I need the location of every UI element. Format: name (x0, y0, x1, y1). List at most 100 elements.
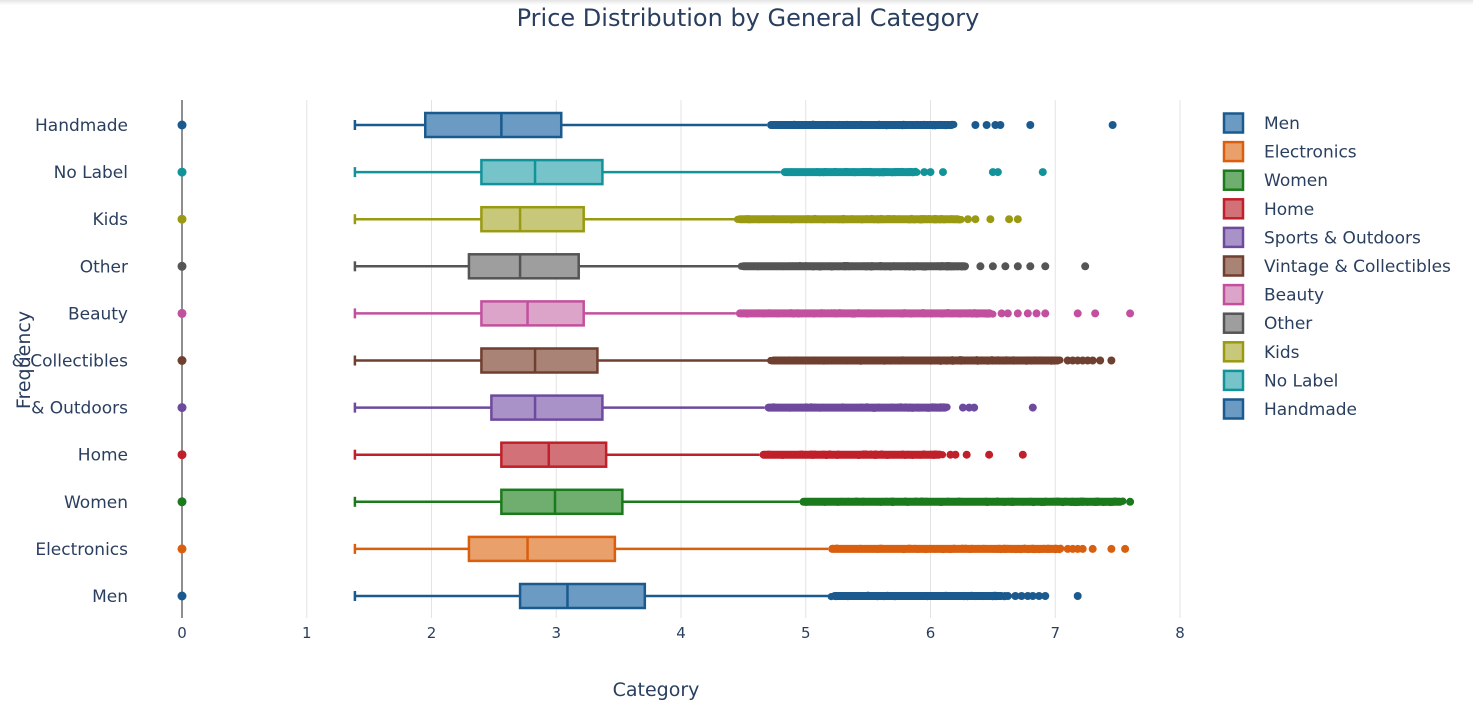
box-traces (177, 111, 1135, 610)
outlier-point (755, 216, 763, 224)
legend[interactable]: Men Electronics Women Home Sports & Outdoors… (1222, 112, 1451, 421)
outlier-point (813, 168, 822, 176)
legend-item[interactable]: Handmade (1222, 398, 1357, 421)
outlier-point (983, 310, 991, 318)
outlier-point (1088, 544, 1097, 553)
outlier-point (843, 310, 851, 318)
outlier-point (828, 263, 836, 271)
outlier-point (849, 356, 857, 364)
zero-point (177, 450, 187, 460)
outlier-point (991, 498, 1000, 506)
legend-item[interactable]: Kids (1222, 341, 1300, 363)
outlier-point (918, 214, 926, 223)
outlier-point (935, 310, 944, 318)
outlier-point (1026, 121, 1035, 129)
outlier-point (840, 451, 849, 459)
outlier-point (996, 121, 1005, 129)
outlier-point (1019, 498, 1027, 506)
outlier-point (793, 121, 801, 129)
outlier-point (898, 167, 906, 176)
legend-swatch (1222, 112, 1245, 134)
category-label: Electronics (35, 540, 128, 560)
outlier-point (974, 310, 982, 318)
category-labels: Handmade No Label Kids Other Beauty & Collect… (12, 116, 129, 607)
category-label: Women (64, 493, 128, 513)
outlier-point (815, 263, 823, 271)
box-iqr (467, 253, 580, 280)
legend-label: Sports & Outdoors (1264, 228, 1421, 248)
outlier-point (977, 545, 986, 553)
zero-point (177, 591, 187, 601)
outlier-point (919, 262, 927, 271)
legend-swatch (1222, 140, 1245, 163)
legend-item[interactable]: Other (1222, 312, 1312, 335)
x-tick-label: 2 (427, 624, 437, 642)
outlier-point (1000, 498, 1008, 506)
outlier-point (894, 451, 902, 459)
outlier-point (957, 357, 965, 365)
outlier-point (950, 356, 958, 365)
legend-item[interactable]: Vintage & Collectibles (1222, 255, 1451, 278)
outlier-point (861, 263, 869, 271)
legend-item[interactable]: Sports & Outdoors (1222, 226, 1421, 249)
outlier-point (1054, 356, 1062, 364)
outlier-point (907, 451, 915, 459)
outlier-point (820, 216, 828, 224)
legend-item[interactable]: No Label (1222, 369, 1338, 392)
outlier-point (1081, 262, 1090, 271)
outlier-point (1036, 356, 1044, 364)
outlier-point (835, 215, 844, 224)
outlier-point (951, 450, 960, 459)
outlier-point (781, 309, 789, 317)
legend-item[interactable]: Beauty (1222, 283, 1324, 306)
legend-label: No Label (1264, 371, 1338, 391)
category-label: No Label (54, 163, 128, 183)
outlier-point (744, 215, 753, 223)
zero-point (177, 497, 187, 507)
outlier-point (1012, 357, 1021, 365)
outlier-point (821, 167, 829, 176)
outlier-point (948, 215, 956, 223)
outlier-point (795, 262, 804, 271)
outlier-point (785, 356, 793, 364)
legend-swatch (1222, 369, 1245, 392)
outlier-point (895, 357, 903, 365)
category-label: Kids (92, 210, 128, 230)
box-iqr (424, 111, 563, 139)
outlier-point (861, 545, 869, 553)
legend-label: Other (1264, 314, 1312, 334)
outlier-point (942, 591, 950, 599)
legend-item[interactable]: Electronics (1222, 140, 1357, 163)
outlier-point (1011, 545, 1019, 553)
legend-label: Electronics (1264, 143, 1357, 163)
outlier-point (1013, 262, 1022, 271)
outlier-point (939, 545, 947, 554)
legend-label: Men (1264, 114, 1300, 134)
outlier-point (775, 310, 783, 318)
outlier-point (869, 215, 877, 223)
outlier-point (835, 309, 843, 317)
legend-item[interactable]: Men (1222, 112, 1300, 135)
outlier-point (890, 262, 898, 270)
outlier-point (993, 168, 1002, 177)
outlier-point (821, 498, 829, 506)
outlier-point (963, 215, 972, 224)
outlier-point (857, 357, 865, 365)
outlier-point (825, 121, 834, 130)
legend-item[interactable]: Women (1222, 169, 1328, 192)
outlier-point (831, 121, 840, 130)
outlier-point (1116, 498, 1125, 506)
outlier-point (1121, 544, 1130, 553)
outlier-point (895, 215, 903, 223)
outlier-point (806, 215, 814, 223)
outlier-point (859, 167, 867, 176)
outlier-point (802, 309, 810, 317)
box-iqr (480, 300, 585, 327)
legend-item[interactable]: Home (1222, 198, 1314, 220)
outlier-point (944, 545, 953, 553)
outlier-point (875, 120, 883, 128)
outlier-point (1073, 498, 1081, 506)
outlier-point (1108, 121, 1117, 129)
box-trace (177, 111, 1117, 139)
outlier-point (935, 215, 943, 223)
